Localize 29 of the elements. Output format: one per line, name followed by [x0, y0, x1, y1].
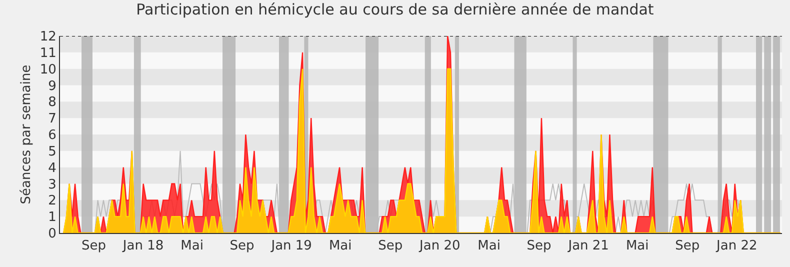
x-tick-label: Mai	[180, 238, 204, 254]
chart-title: Participation en hémicycle au cours de sa dernière année de mandat	[136, 0, 654, 19]
x-tick-label: Sep	[378, 238, 403, 254]
y-tick-label: 8	[48, 95, 56, 110]
x-tick-label: Jan 22	[716, 238, 758, 254]
x-tick-label: Jan 19	[270, 238, 312, 254]
x-tick-label: Mai	[328, 238, 352, 254]
y-tick-label: 11	[40, 46, 56, 61]
y-tick-label: 1	[48, 210, 56, 226]
x-tick-label: Jan 20	[418, 238, 460, 254]
y-tick-label: 10	[40, 62, 56, 78]
y-tick-label: 0	[48, 226, 56, 242]
x-tick-label: Sep	[230, 238, 254, 254]
y-axis-title: Séances par semaine	[18, 64, 34, 204]
x-tick-label: Jan 21	[567, 238, 609, 254]
x-tick-label: Mai	[478, 238, 500, 254]
y-tick-label: 2	[48, 194, 56, 209]
y-tick-label: 4	[48, 160, 56, 176]
y-tick-label: 7	[48, 112, 56, 127]
x-tick-label: Sep	[526, 238, 552, 254]
y-tick-label: 3	[48, 177, 56, 192]
x-tick-label: Mai	[626, 238, 649, 254]
x-tick-label: Sep	[81, 238, 106, 254]
y-tick-label: 9	[48, 78, 56, 94]
x-tick-label: Sep	[675, 238, 700, 254]
x-tick-label: Jan 18	[122, 238, 164, 254]
y-tick-label: 12	[40, 30, 56, 45]
y-tick-label: 6	[48, 128, 56, 144]
y-tick-label: 5	[48, 144, 56, 160]
